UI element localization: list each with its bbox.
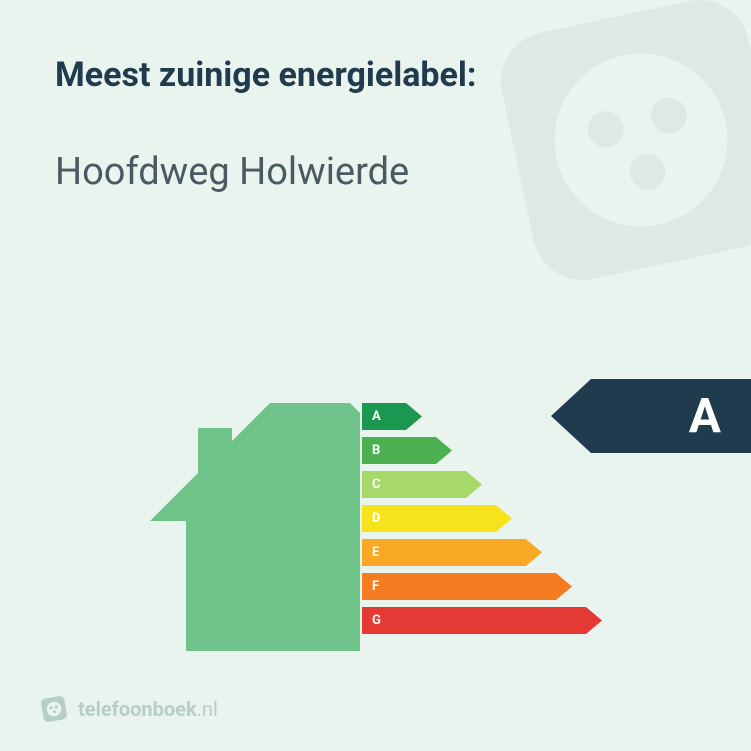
bar-shape — [362, 539, 542, 566]
selected-label-arrow: A — [551, 379, 751, 453]
energy-chart: ABCDEFG A — [0, 391, 751, 651]
energy-label-card: Meest zuinige energielabel: Hoofdweg Hol… — [0, 0, 751, 751]
bar-shape — [362, 573, 572, 600]
footer: telefoonboek.nl — [40, 695, 218, 723]
bar-shape — [362, 505, 512, 532]
bar-label: G — [372, 607, 381, 634]
house-icon — [150, 403, 360, 651]
bar-label: D — [372, 505, 380, 532]
bar-shape — [362, 607, 602, 634]
footer-logo-icon — [38, 693, 70, 725]
bar-label: F — [372, 573, 379, 600]
footer-brand-light: .nl — [197, 697, 218, 721]
card-title: Meest zuinige energielabel: — [55, 55, 696, 95]
selected-arrow-shape — [551, 379, 751, 453]
selected-label-text: A — [689, 379, 721, 453]
bar-label: B — [372, 437, 380, 464]
bar-label: E — [372, 539, 379, 566]
bar-shape — [362, 403, 422, 430]
bar-label: C — [372, 471, 381, 498]
footer-brand: telefoonboek.nl — [78, 697, 218, 721]
footer-brand-bold: telefoonboek — [78, 697, 197, 721]
card-subtitle: Hoofdweg Holwierde — [55, 150, 696, 194]
bar-label: A — [372, 403, 381, 430]
